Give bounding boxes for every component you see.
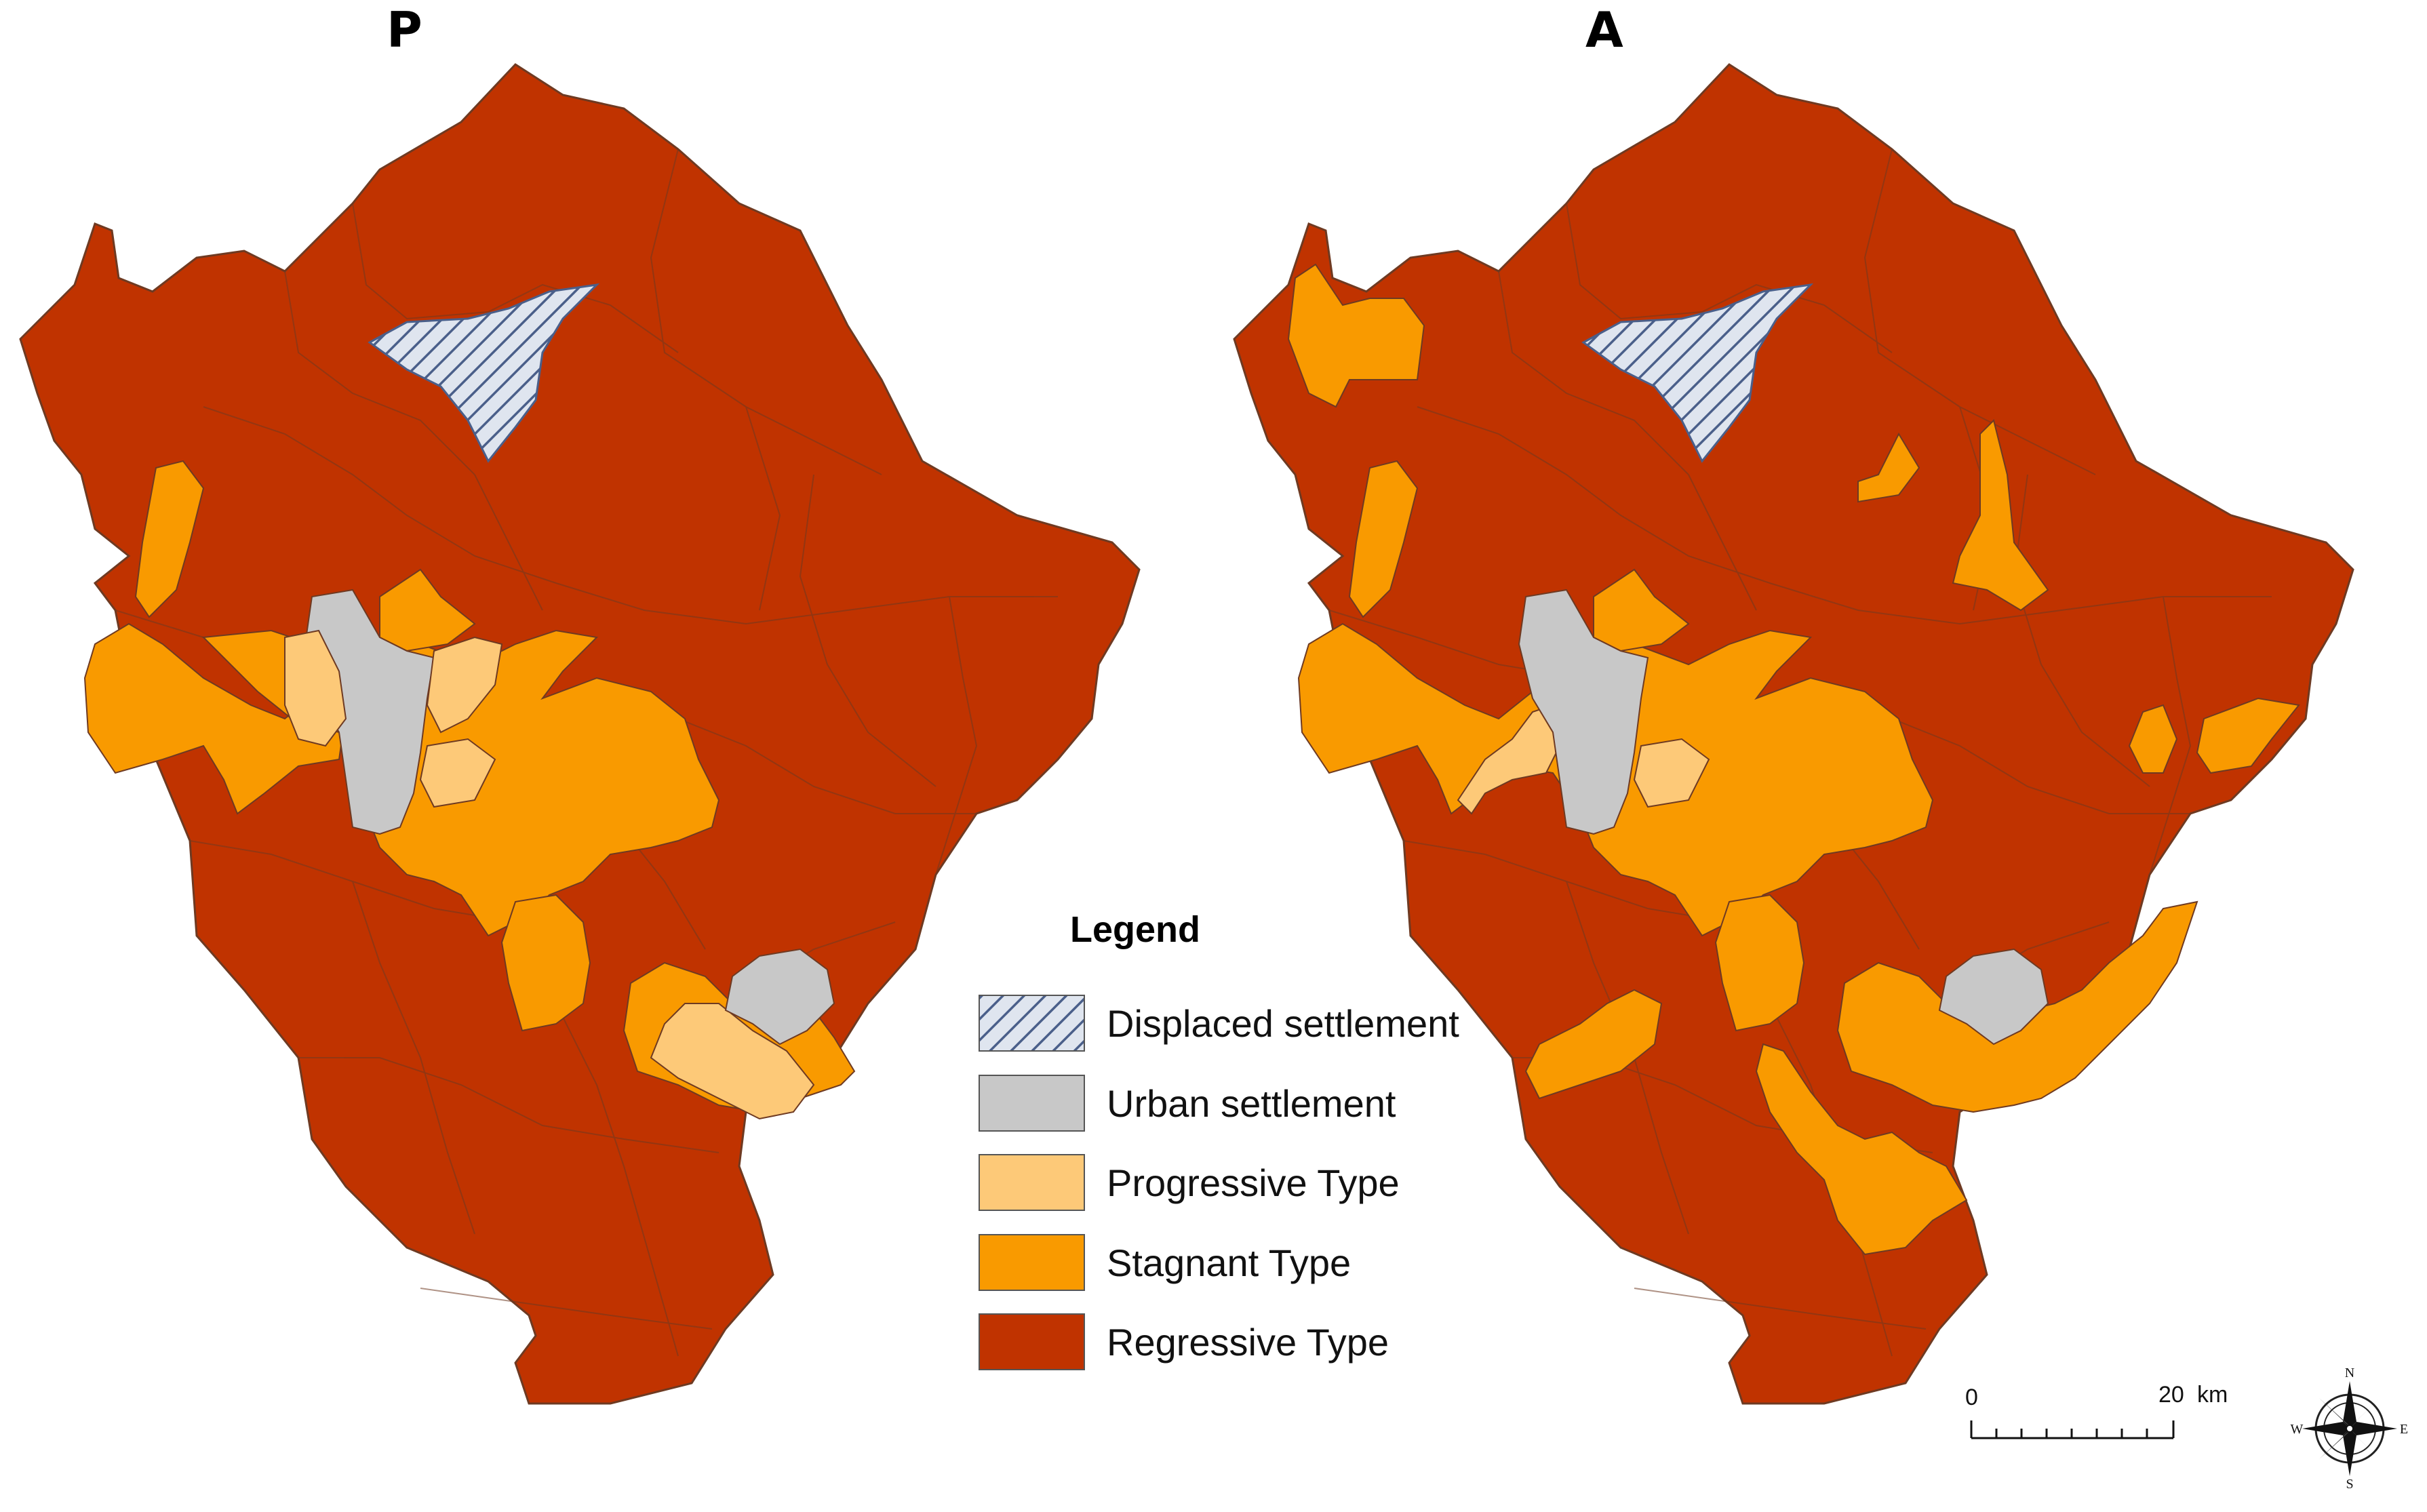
map-panel-a [1233,63,2354,1405]
urban-settlement-area-a [1518,589,1649,835]
legend-label-progressive: Progressive Type [1107,1161,1400,1204]
legend-swatch-stagnant [979,1234,1085,1291]
scale-start-label: 0 [1965,1385,1978,1410]
legend-swatch-displaced [979,995,1085,1052]
legend-title: Legend [1070,909,1201,950]
stagnant-area-northwest [134,460,205,618]
progressive-area-center-south [1633,738,1710,808]
compass-n-label: N [2345,1366,2354,1380]
panel-label-p: P [387,1,422,58]
compass-e-label: E [2400,1422,2408,1437]
progressive-area-west [284,629,347,747]
legend-swatch-urban [979,1075,1085,1132]
stagnant-area-north-east [1952,419,2049,612]
legend-item-regressive: Regressive Type [979,1312,1389,1372]
stagnant-area-south [1714,894,1805,1032]
progressive-area-center-south [419,738,496,808]
stagnant-area-west-strip [1348,460,1419,618]
scale-end-label: 20 [2158,1382,2184,1408]
legend-item-stagnant: Stagnant Type [979,1233,1351,1292]
displaced-settlement-area [1581,283,1814,463]
stagnant-area-north-west [1287,263,1425,408]
legend-item-progressive: Progressive Type [979,1153,1400,1212]
compass-s-label: S [2346,1477,2353,1488]
stagnant-area-west [83,622,347,815]
legend-item-urban: Urban settlement [979,1073,1396,1133]
compass-rose-icon: N S W E [2291,1366,2409,1488]
map-panel-p [19,63,1141,1405]
progressive-area-southeast [650,1003,815,1120]
legend-swatch-regressive [979,1313,1085,1370]
progressive-area-center [426,636,503,734]
stagnant-area-south-diagonal [1755,1043,1968,1256]
compass-w-label: W [2291,1422,2304,1437]
scale-unit-label: km [2197,1382,2228,1408]
legend-label-displaced: Displaced settlement [1107,1001,1459,1045]
urban-settlement-area-p-southeast [724,948,835,1046]
legend-label-stagnant: Stagnant Type [1107,1241,1351,1284]
stagnant-area-southwest [1524,989,1663,1100]
stagnant-area-east-2 [2196,697,2300,774]
stagnant-area-north-small [1857,432,1920,503]
scale-bar [1970,1420,2175,1439]
legend-item-displaced: Displaced settlement [979,993,1459,1053]
stagnant-area-east-1 [2128,704,2178,774]
legend-swatch-progressive [979,1154,1085,1211]
legend-label-regressive: Regressive Type [1107,1320,1389,1364]
stagnant-area-south [500,894,591,1032]
displaced-settlement-area [368,283,600,463]
urban-settlement-area-a-southeast [1938,948,2049,1046]
legend-label-urban: Urban settlement [1107,1081,1396,1125]
panel-label-a: A [1585,1,1623,58]
